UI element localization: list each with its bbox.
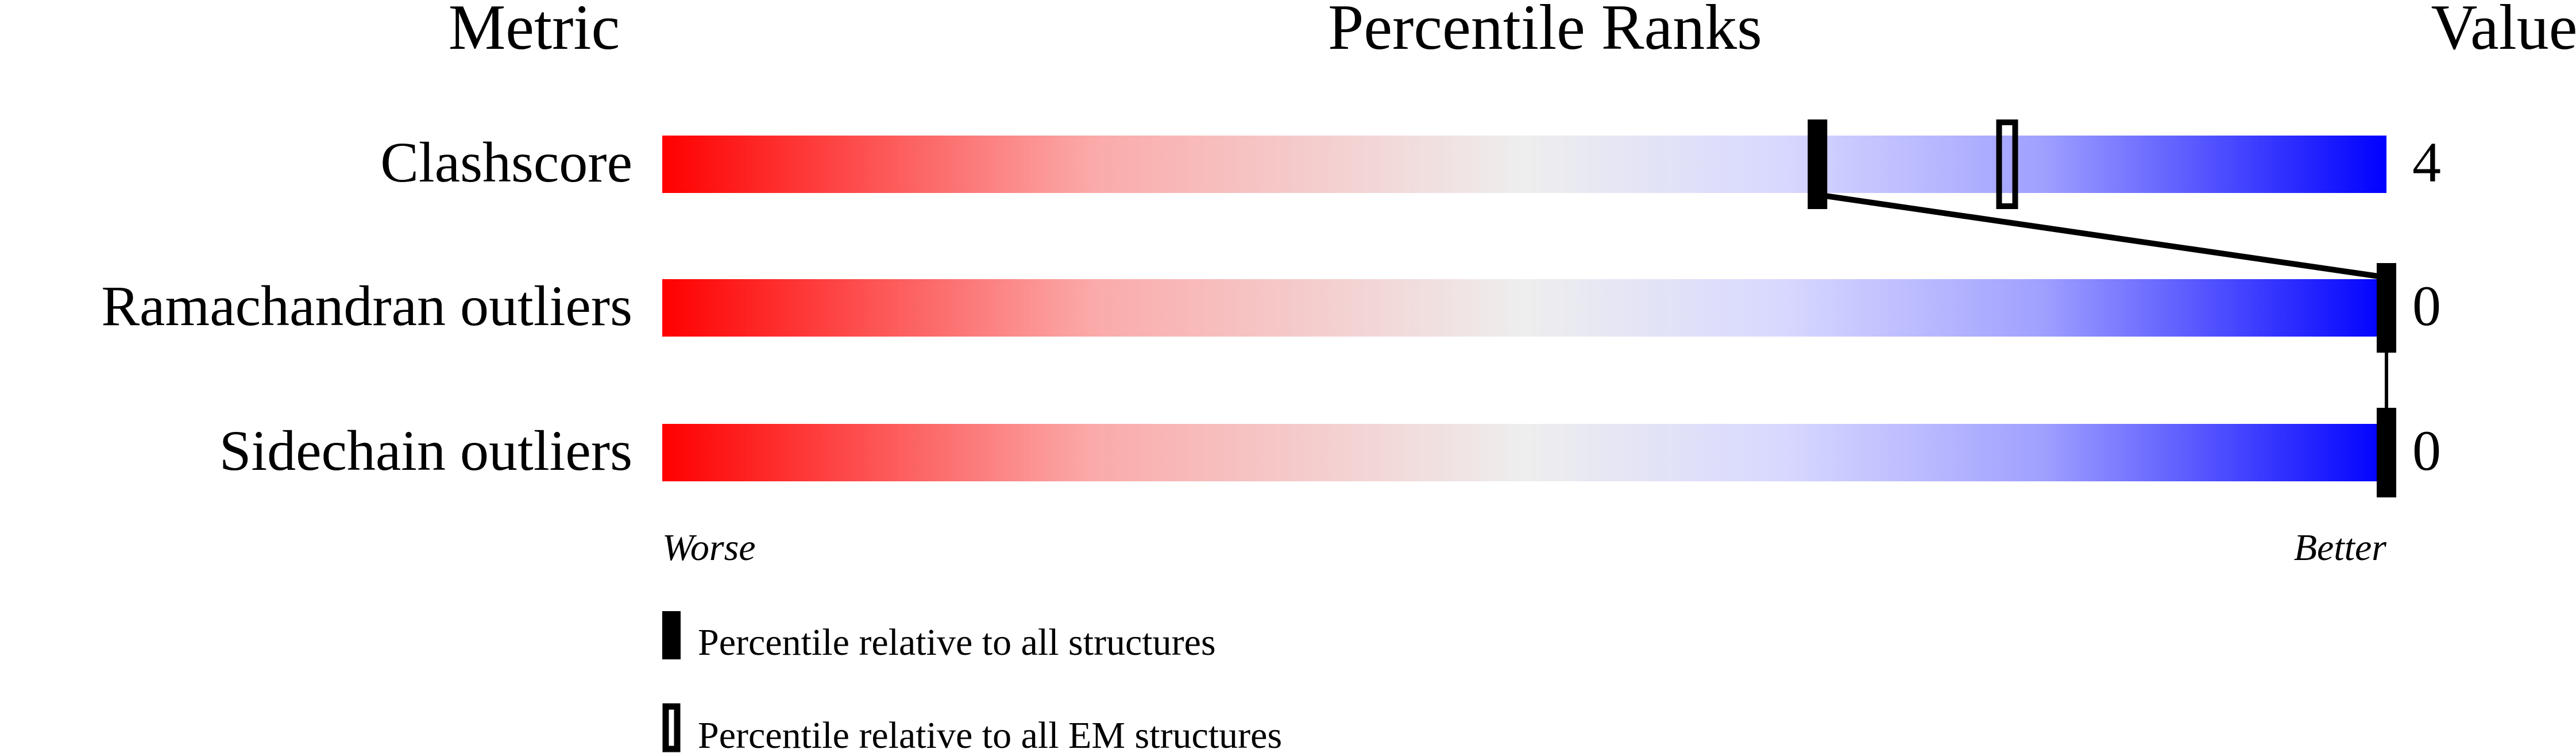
header-metric: Metric bbox=[449, 0, 620, 63]
percentile-bar bbox=[662, 136, 2386, 193]
percentile-bar bbox=[662, 424, 2386, 481]
legend-hollow-marker bbox=[662, 703, 681, 752]
all-percentile-marker bbox=[2377, 263, 2396, 353]
percentile-bar bbox=[662, 279, 2386, 337]
worse-label: Worse bbox=[662, 527, 756, 569]
em-percentile-marker bbox=[1996, 119, 2018, 209]
metric-label: Sidechain outliers bbox=[219, 419, 632, 482]
all-percentile-marker bbox=[1808, 119, 1828, 209]
legend: Percentile relative to all structures Pe… bbox=[662, 611, 1282, 753]
metric-label: Clashscore bbox=[380, 130, 632, 194]
metric-label: Ramachandran outliers bbox=[101, 274, 632, 338]
metric-value: 0 bbox=[2412, 419, 2441, 482]
metric-value: 0 bbox=[2412, 274, 2441, 338]
legend-label-em: Percentile relative to all EM structures bbox=[698, 715, 1282, 753]
all-percentile-marker bbox=[2377, 408, 2396, 497]
header-percentile-ranks: Percentile Ranks bbox=[1328, 0, 1762, 63]
better-label: Better bbox=[2294, 527, 2387, 569]
metric-value: 4 bbox=[2412, 130, 2441, 194]
header-value: Value bbox=[2431, 0, 2576, 63]
connector-line bbox=[1817, 192, 2387, 280]
legend-filled-marker bbox=[662, 611, 681, 659]
legend-label-all: Percentile relative to all structures bbox=[698, 621, 1216, 663]
